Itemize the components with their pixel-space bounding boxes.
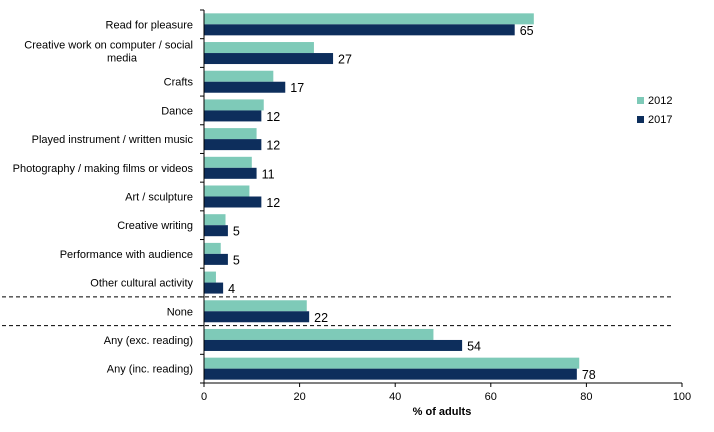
category-label-9: Other cultural activity	[90, 278, 193, 290]
value-label-3: 12	[266, 110, 280, 124]
x-tick-label-0: 0	[201, 391, 207, 403]
x-axis-title: % of adults	[413, 406, 472, 418]
legend-swatch-2012	[637, 97, 644, 104]
bar-2017-8	[204, 253, 228, 265]
value-label-7: 5	[233, 225, 240, 239]
legend-swatch-2017	[637, 116, 644, 123]
bar-2017-1	[204, 53, 334, 65]
value-label-12: 78	[582, 368, 596, 382]
bar-2012-10	[204, 300, 307, 312]
bar-2017-7	[204, 225, 228, 237]
value-label-6: 12	[266, 196, 280, 210]
category-label-1: Creative work on computer / social	[24, 40, 193, 52]
category-label-2: Crafts	[164, 77, 194, 89]
bar-2017-0	[204, 24, 515, 36]
x-tick-label-40: 40	[389, 391, 401, 403]
bars-group	[204, 13, 580, 380]
bar-2012-3	[204, 99, 264, 111]
category-label-10: None	[167, 306, 193, 318]
value-label-1: 27	[338, 53, 352, 67]
value-label-10: 22	[314, 311, 328, 325]
bar-2012-0	[204, 13, 534, 25]
x-tick-label-60: 60	[485, 391, 497, 403]
category-label-11: Any (exc. reading)	[104, 335, 193, 347]
category-label-1-line1: media	[107, 53, 138, 65]
bar-2017-12	[204, 368, 577, 380]
x-tick-label-80: 80	[580, 391, 592, 403]
x-tick-label-20: 20	[293, 391, 305, 403]
bar-2017-4	[204, 139, 262, 151]
bar-2017-5	[204, 167, 257, 179]
bar-2012-2	[204, 70, 274, 82]
bar-2012-1	[204, 42, 314, 54]
category-labels: Read for pleasure Creative work on comput…	[13, 19, 194, 375]
value-label-5: 11	[262, 167, 275, 181]
category-label-8: Performance with audience	[60, 249, 193, 261]
bar-2012-7	[204, 214, 226, 226]
value-label-4: 12	[266, 139, 280, 153]
bar-2012-4	[204, 128, 257, 140]
bar-2017-11	[204, 339, 463, 351]
bar-2012-5	[204, 156, 252, 168]
category-label-6: Art / sculpture	[125, 192, 193, 204]
bar-2017-9	[204, 282, 224, 294]
category-label-5: Photography / making films or videos	[13, 163, 194, 175]
x-tick-label-100: 100	[673, 391, 691, 403]
bar-2017-6	[204, 196, 262, 208]
bar-2012-12	[204, 357, 580, 369]
value-label-11: 54	[467, 339, 481, 353]
bar-2012-11	[204, 328, 434, 340]
bar-2012-9	[204, 271, 216, 283]
bar-2012-8	[204, 242, 221, 254]
value-label-9: 4	[228, 282, 235, 296]
value-label-0: 65	[520, 24, 534, 38]
legend-label-2017: 2017	[648, 114, 672, 126]
legend: 2012 2017	[637, 95, 672, 126]
bar-2012-6	[204, 185, 250, 197]
category-label-7: Creative writing	[117, 220, 193, 232]
category-label-0: Read for pleasure	[106, 19, 193, 31]
value-label-8: 5	[233, 253, 240, 267]
value-label-2: 17	[290, 81, 304, 95]
axes: 0 20 40 60 80 100	[2, 9, 691, 403]
category-label-4: Played instrument / written music	[32, 134, 194, 146]
bar-2017-10	[204, 311, 310, 323]
category-label-12: Any (inc. reading)	[107, 364, 193, 376]
bar-2017-3	[204, 110, 262, 122]
category-label-3: Dance	[161, 105, 193, 117]
legend-label-2012: 2012	[648, 95, 672, 107]
bar-2017-2	[204, 81, 286, 93]
